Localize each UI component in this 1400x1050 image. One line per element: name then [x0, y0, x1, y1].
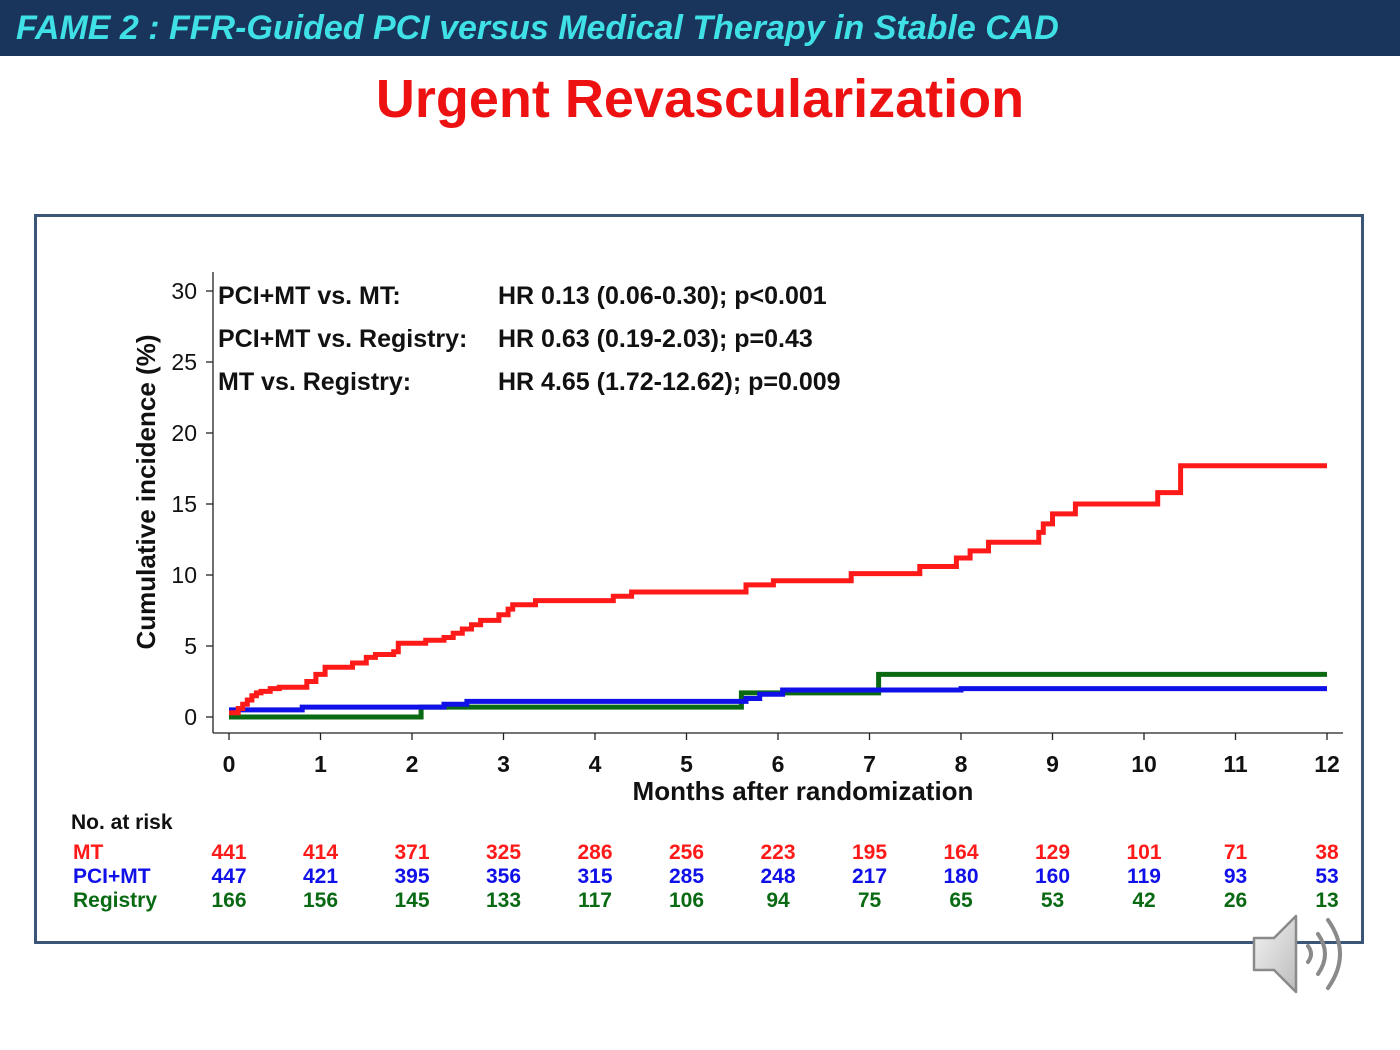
y-tick-label: 20: [171, 420, 197, 446]
at-risk-value: 26: [1224, 889, 1247, 912]
at-risk-value: 285: [669, 865, 704, 888]
at-risk-value: 414: [303, 841, 338, 864]
at-risk-value: 166: [211, 889, 246, 912]
at-risk-value: 325: [486, 841, 521, 864]
at-risk-value: 421: [303, 865, 338, 888]
x-tick-label: 8: [955, 751, 968, 777]
at-risk-value: 71: [1224, 841, 1248, 864]
series-line-pci-mt: [229, 686, 1327, 713]
at-risk-value: 164: [943, 841, 978, 864]
at-risk-value: 256: [669, 841, 704, 864]
annotation-value: HR 0.63 (0.19-2.03); p=0.43: [498, 325, 813, 353]
speaker-icon[interactable]: [1248, 908, 1360, 1000]
at-risk-value: 106: [669, 889, 704, 912]
at-risk-value: 117: [578, 889, 612, 912]
at-risk-value: 180: [943, 865, 978, 888]
at-risk-row-label-registry: Registry: [73, 889, 157, 912]
at-risk-value: 38: [1315, 841, 1339, 864]
at-risk-value: 371: [394, 841, 429, 864]
x-axis-label: Months after randomization: [633, 776, 974, 806]
at-risk-value: 195: [852, 841, 887, 864]
at-risk-value: 93: [1224, 865, 1247, 888]
at-risk-value: 119: [1127, 865, 1161, 888]
y-tick-label: 0: [184, 704, 197, 730]
at-risk-value: 315: [577, 865, 612, 888]
at-risk-value: 145: [394, 889, 429, 912]
at-risk-value: 156: [303, 889, 338, 912]
annotation-label: MT vs. Registry:: [218, 368, 411, 396]
x-tick-label: 5: [680, 751, 693, 777]
annotation-label: PCI+MT vs. MT:: [218, 282, 401, 310]
y-tick-label: 5: [184, 633, 197, 659]
slide-title: Urgent Revascularization: [375, 69, 1025, 129]
at-risk-value: 356: [486, 865, 521, 888]
y-axis-label: Cumulative incidence (%): [131, 335, 161, 650]
at-risk-title: No. at risk: [71, 811, 173, 834]
at-risk-value: 75: [858, 889, 882, 912]
x-tick-label: 7: [863, 751, 876, 777]
x-tick-label: 11: [1223, 751, 1248, 777]
at-risk-value: 13: [1315, 889, 1338, 912]
y-tick-label: 15: [171, 491, 197, 517]
x-tick-label: 6: [772, 751, 785, 777]
at-risk-value: 129: [1035, 841, 1070, 864]
header-title: FAME 2 : FFR-Guided PCI versus Medical T…: [16, 9, 1059, 47]
at-risk-row-label-mt: MT: [73, 841, 103, 864]
annotation-value: HR 0.13 (0.06-0.30); p<0.001: [498, 282, 827, 310]
at-risk-value: 42: [1132, 889, 1155, 912]
at-risk-row-label-pci-mt: PCI+MT: [73, 865, 151, 888]
x-tick-label: 4: [589, 751, 602, 777]
at-risk-value: 65: [949, 889, 973, 912]
x-tick-label: 12: [1314, 751, 1340, 777]
x-tick-label: 0: [223, 751, 236, 777]
at-risk-value: 133: [486, 889, 521, 912]
at-risk-value: 101: [1126, 841, 1161, 864]
at-risk-value: 395: [394, 865, 429, 888]
at-risk-value: 223: [760, 841, 795, 864]
at-risk-value: 160: [1035, 865, 1070, 888]
x-tick-label: 3: [497, 751, 510, 777]
x-tick-label: 10: [1131, 751, 1157, 777]
at-risk-value: 447: [211, 865, 246, 888]
x-tick-label: 2: [406, 751, 419, 777]
y-tick-label: 10: [171, 562, 197, 588]
chart-frame: [34, 214, 1364, 944]
at-risk-value: 53: [1041, 889, 1064, 912]
annotation-value: HR 4.65 (1.72-12.62); p=0.009: [498, 368, 841, 396]
at-risk-value: 441: [211, 841, 246, 864]
y-tick-label: 30: [171, 278, 197, 304]
at-risk-value: 286: [577, 841, 612, 864]
x-tick-label: 1: [314, 751, 327, 777]
at-risk-value: 53: [1315, 865, 1338, 888]
at-risk-value: 94: [766, 889, 790, 912]
at-risk-value: 217: [852, 865, 887, 888]
at-risk-value: 248: [760, 865, 795, 888]
x-tick-label: 9: [1046, 751, 1059, 777]
y-tick-label: 25: [171, 349, 197, 375]
series-line-mt: [229, 463, 1327, 716]
header-bar: FAME 2 : FFR-Guided PCI versus Medical T…: [0, 0, 1400, 56]
annotation-label: PCI+MT vs. Registry:: [218, 325, 467, 353]
